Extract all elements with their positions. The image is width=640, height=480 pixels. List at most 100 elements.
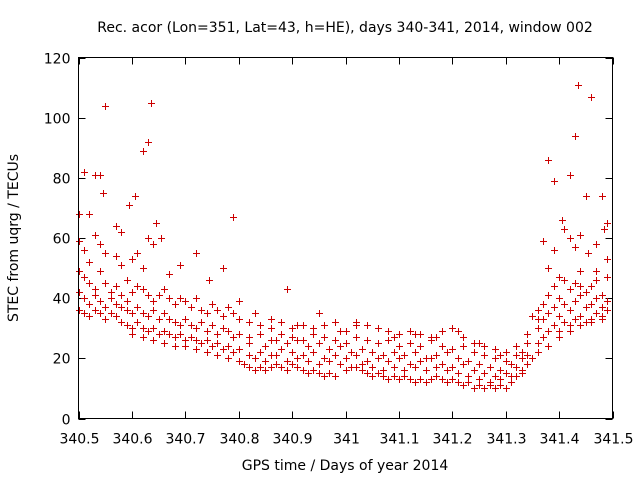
data-point (572, 133, 579, 140)
data-point (391, 349, 398, 356)
data-point (140, 286, 147, 293)
data-point (487, 379, 494, 386)
data-point (428, 337, 435, 344)
data-point (588, 301, 595, 308)
data-point (97, 298, 104, 305)
data-point (412, 349, 419, 356)
x-tick-label: 340.8 (219, 432, 259, 448)
data-point (246, 319, 253, 326)
data-point (577, 268, 584, 275)
data-point (294, 364, 301, 371)
data-point (332, 337, 339, 344)
data-point (545, 310, 552, 317)
data-point (230, 310, 237, 317)
data-point (385, 358, 392, 365)
data-point (102, 103, 109, 110)
y-axis-label: STEC from uqrg / TECUs (6, 154, 22, 322)
data-point (193, 325, 200, 332)
data-point (209, 301, 216, 308)
data-point (556, 295, 563, 302)
data-point (150, 337, 157, 344)
data-point (455, 328, 462, 335)
data-point (252, 310, 259, 317)
data-point (145, 328, 152, 335)
data-point (444, 379, 451, 386)
data-point (284, 340, 291, 347)
data-point (278, 364, 285, 371)
data-point (310, 367, 317, 374)
data-point (460, 334, 467, 341)
data-point (257, 349, 264, 356)
data-point (567, 307, 574, 314)
data-point (529, 355, 536, 362)
data-point (604, 220, 611, 227)
data-point (481, 343, 488, 350)
data-point (417, 376, 424, 383)
data-point (567, 286, 574, 293)
data-point (204, 337, 211, 344)
data-point (86, 211, 93, 218)
data-point (535, 340, 542, 347)
data-point (524, 361, 531, 368)
data-point (513, 364, 520, 371)
data-point (476, 382, 483, 389)
data-point (140, 325, 147, 332)
data-point (161, 340, 168, 347)
data-point (182, 343, 189, 350)
data-point (391, 373, 398, 380)
data-point (471, 385, 478, 392)
data-point (220, 346, 227, 353)
data-point (519, 370, 526, 377)
data-point (492, 346, 499, 353)
data-point (129, 325, 136, 332)
data-point (124, 277, 131, 284)
data-point (124, 322, 131, 329)
data-point (113, 283, 120, 290)
data-point (241, 361, 248, 368)
data-point (439, 361, 446, 368)
data-point (492, 373, 499, 380)
data-point (332, 352, 339, 359)
x-tick-label: 341 (333, 432, 360, 448)
data-point (540, 301, 547, 308)
chart-title: Rec. acor (Lon=351, Lat=43, h=HE), days … (97, 20, 593, 36)
data-point (294, 322, 301, 329)
data-point (76, 268, 83, 275)
data-point (497, 376, 504, 383)
data-point (364, 322, 371, 329)
data-point (348, 349, 355, 356)
data-point (385, 337, 392, 344)
data-point (262, 358, 269, 365)
data-point (177, 295, 184, 302)
data-point (577, 292, 584, 299)
data-point (423, 367, 430, 374)
data-point (177, 331, 184, 338)
data-point (535, 307, 542, 314)
data-point (129, 289, 136, 296)
data-point (599, 304, 606, 311)
data-point (246, 364, 253, 371)
data-point (225, 328, 232, 335)
data-point (140, 310, 147, 317)
data-point (375, 340, 382, 347)
data-point (236, 298, 243, 305)
data-point (76, 307, 83, 314)
data-point (353, 352, 360, 359)
data-point (471, 349, 478, 356)
data-point (102, 316, 109, 323)
data-point (375, 325, 382, 332)
data-point (593, 277, 600, 284)
data-point (599, 316, 606, 323)
y-tick-label: 40 (53, 292, 71, 308)
data-point (551, 304, 558, 311)
data-point (289, 325, 296, 332)
data-point (561, 226, 568, 233)
data-point (433, 373, 440, 380)
data-point (150, 298, 157, 305)
data-point (230, 214, 237, 221)
data-point (497, 382, 504, 389)
data-point (316, 340, 323, 347)
x-tick-label: 340.5 (59, 432, 99, 448)
data-point (343, 340, 350, 347)
data-point (193, 295, 200, 302)
